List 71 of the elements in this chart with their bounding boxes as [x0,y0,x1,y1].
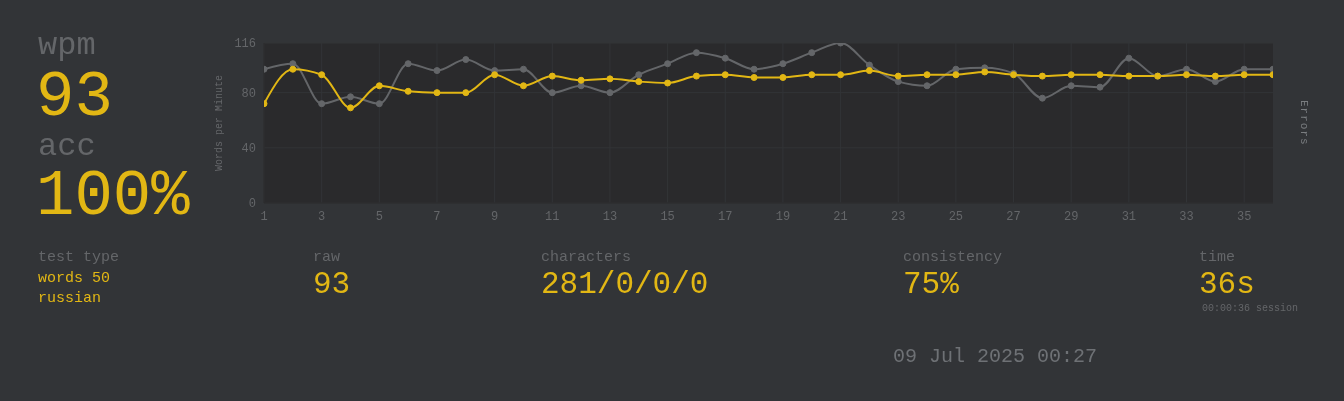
point [519,82,527,90]
point [318,100,326,108]
point [721,71,729,79]
point [606,89,614,97]
point [923,82,931,90]
point [779,73,787,81]
point [577,82,585,90]
text: words 50 [38,270,111,287]
text: 93 [313,267,351,302]
point [1240,71,1248,79]
point [952,65,960,73]
point [1211,78,1219,86]
point [692,72,700,80]
point [808,71,816,79]
point [346,104,354,112]
point [894,72,902,80]
point [1096,83,1104,91]
point [894,78,902,86]
point [346,93,354,101]
point [462,56,470,64]
point [433,67,441,75]
point [375,100,383,108]
point [318,71,326,79]
point [1067,71,1075,79]
point [750,65,758,73]
point [433,89,441,97]
point [462,89,470,97]
point [1183,71,1191,79]
point [1038,72,1046,80]
point [548,72,556,80]
point [1038,94,1046,102]
point [721,54,729,62]
text: 36s [1199,267,1255,302]
point [837,71,845,79]
text: 93 [36,62,113,134]
point [923,71,931,79]
text: russian [38,290,102,307]
point [404,87,412,95]
text: 09 Jul 2025 00:27 [893,345,1098,368]
point [1211,72,1219,80]
point [1183,65,1191,73]
point [289,65,297,73]
point [519,65,527,73]
point [635,78,643,86]
point [1240,65,1248,73]
point [692,49,700,57]
point [289,60,297,68]
point [548,89,556,97]
point [375,82,383,90]
point [779,60,787,68]
point [750,73,758,81]
y2-axis-title: Errors [1298,100,1310,146]
point [577,76,585,84]
point [606,75,614,83]
point [865,67,873,75]
point [664,79,672,87]
point [635,71,643,79]
point [865,61,873,69]
text: 281/0/0/0 [541,267,709,302]
point [404,60,412,68]
point [1096,71,1104,79]
point [664,60,672,68]
point [1125,72,1133,80]
point [952,71,960,79]
point [808,49,816,57]
text: 75% [903,267,959,302]
point [1125,54,1133,62]
point [1067,82,1075,90]
point [981,68,989,76]
text: 100% [36,161,190,233]
point [491,71,499,79]
